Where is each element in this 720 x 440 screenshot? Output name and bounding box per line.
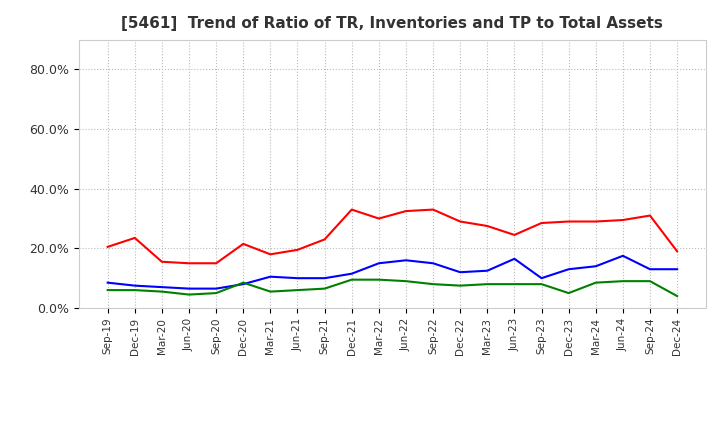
Trade Receivables — [456, 219, 464, 224]
Inventories — [320, 275, 329, 281]
Inventories — [591, 264, 600, 269]
Trade Receivables — [158, 259, 166, 264]
Legend: Trade Receivables, Inventories, Trade Payables: Trade Receivables, Inventories, Trade Pa… — [166, 435, 619, 440]
Inventories — [672, 267, 681, 272]
Inventories — [456, 270, 464, 275]
Inventories — [646, 267, 654, 272]
Trade Receivables — [510, 232, 518, 238]
Trade Payables — [185, 292, 194, 297]
Inventories — [564, 267, 573, 272]
Title: [5461]  Trend of Ratio of TR, Inventories and TP to Total Assets: [5461] Trend of Ratio of TR, Inventories… — [122, 16, 663, 32]
Inventories — [185, 286, 194, 291]
Inventories — [348, 271, 356, 276]
Trade Payables — [239, 280, 248, 285]
Line: Inventories: Inventories — [108, 256, 677, 289]
Trade Payables — [402, 279, 410, 284]
Inventories — [483, 268, 492, 273]
Line: Trade Payables: Trade Payables — [108, 280, 677, 296]
Trade Receivables — [374, 216, 383, 221]
Trade Payables — [158, 289, 166, 294]
Inventories — [510, 256, 518, 261]
Trade Receivables — [293, 247, 302, 253]
Trade Payables — [646, 279, 654, 284]
Trade Receivables — [672, 249, 681, 254]
Trade Payables — [130, 287, 139, 293]
Inventories — [130, 283, 139, 288]
Trade Payables — [483, 282, 492, 287]
Trade Payables — [618, 279, 627, 284]
Inventories — [104, 280, 112, 285]
Trade Receivables — [212, 260, 220, 266]
Trade Payables — [428, 282, 437, 287]
Trade Receivables — [537, 220, 546, 226]
Trade Payables — [348, 277, 356, 282]
Inventories — [402, 258, 410, 263]
Trade Payables — [293, 287, 302, 293]
Inventories — [618, 253, 627, 258]
Trade Receivables — [564, 219, 573, 224]
Trade Payables — [537, 282, 546, 287]
Trade Payables — [564, 290, 573, 296]
Trade Receivables — [348, 207, 356, 212]
Trade Payables — [266, 289, 275, 294]
Trade Payables — [456, 283, 464, 288]
Inventories — [239, 282, 248, 287]
Inventories — [212, 286, 220, 291]
Trade Payables — [104, 287, 112, 293]
Inventories — [293, 275, 302, 281]
Trade Receivables — [266, 252, 275, 257]
Inventories — [537, 275, 546, 281]
Line: Trade Receivables: Trade Receivables — [108, 209, 677, 263]
Trade Receivables — [402, 209, 410, 214]
Trade Receivables — [320, 237, 329, 242]
Trade Receivables — [104, 244, 112, 249]
Trade Receivables — [239, 241, 248, 246]
Trade Receivables — [591, 219, 600, 224]
Trade Payables — [672, 293, 681, 299]
Inventories — [158, 285, 166, 290]
Trade Receivables — [483, 224, 492, 229]
Trade Receivables — [185, 260, 194, 266]
Trade Payables — [510, 282, 518, 287]
Inventories — [428, 260, 437, 266]
Trade Payables — [212, 290, 220, 296]
Inventories — [266, 274, 275, 279]
Trade Receivables — [618, 217, 627, 223]
Inventories — [374, 260, 383, 266]
Trade Receivables — [130, 235, 139, 241]
Trade Receivables — [428, 207, 437, 212]
Trade Payables — [320, 286, 329, 291]
Trade Payables — [374, 277, 383, 282]
Trade Payables — [591, 280, 600, 285]
Trade Receivables — [646, 213, 654, 218]
